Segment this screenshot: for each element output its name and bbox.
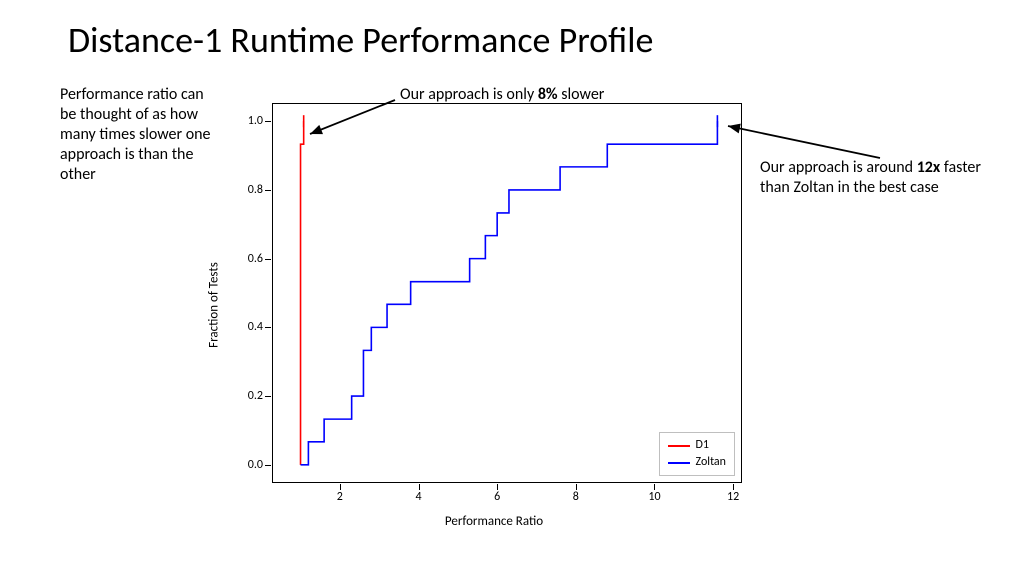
xtick-label: 8 — [573, 490, 579, 504]
ytick — [265, 396, 271, 397]
xtick-label: 12 — [727, 490, 739, 504]
ytick-label: 0.8 — [248, 183, 263, 197]
ytick-label: 0.4 — [248, 320, 263, 334]
legend-item-zoltan: Zoltan — [668, 454, 726, 471]
annotation-left: Performance ratio can be thought of as h… — [60, 85, 220, 185]
ytick-label: 0.6 — [248, 252, 263, 266]
annotation-right-pre: Our approach is around — [760, 158, 917, 177]
ytick — [265, 327, 271, 328]
chart-svg — [273, 104, 741, 482]
series-d1 — [301, 121, 304, 465]
page-title: Distance-1 Runtime Performance Profile — [68, 18, 653, 62]
ytick — [265, 465, 271, 466]
chart-ylabel: Fraction of Tests — [207, 262, 222, 348]
legend-label: Zoltan — [696, 454, 726, 471]
chart-plot-area: D1 Zoltan 0.00.20.40.60.81.024681012 — [272, 103, 742, 483]
ytick — [265, 259, 271, 260]
annotation-right-bold: 12x — [917, 158, 941, 177]
ytick-label: 0.0 — [248, 458, 263, 472]
ytick-label: 1.0 — [248, 114, 263, 128]
series-zoltan — [301, 121, 718, 465]
xtick-label: 4 — [415, 490, 421, 504]
ytick-label: 0.2 — [248, 389, 263, 403]
chart-legend: D1 Zoltan — [659, 432, 735, 476]
xtick-label: 2 — [337, 490, 343, 504]
ytick — [265, 121, 271, 122]
annotation-right: Our approach is around 12x faster than Z… — [760, 158, 1010, 198]
legend-item-d1: D1 — [668, 437, 726, 454]
performance-chart: Fraction of Tests D1 Zoltan 0.00.20.40.6… — [224, 85, 764, 525]
xtick-label: 6 — [494, 490, 500, 504]
chart-xlabel: Performance Ratio — [445, 514, 543, 529]
legend-swatch — [668, 445, 690, 447]
ytick — [265, 190, 271, 191]
legend-label: D1 — [696, 437, 709, 454]
xtick-label: 10 — [648, 490, 660, 504]
legend-swatch — [668, 462, 690, 464]
